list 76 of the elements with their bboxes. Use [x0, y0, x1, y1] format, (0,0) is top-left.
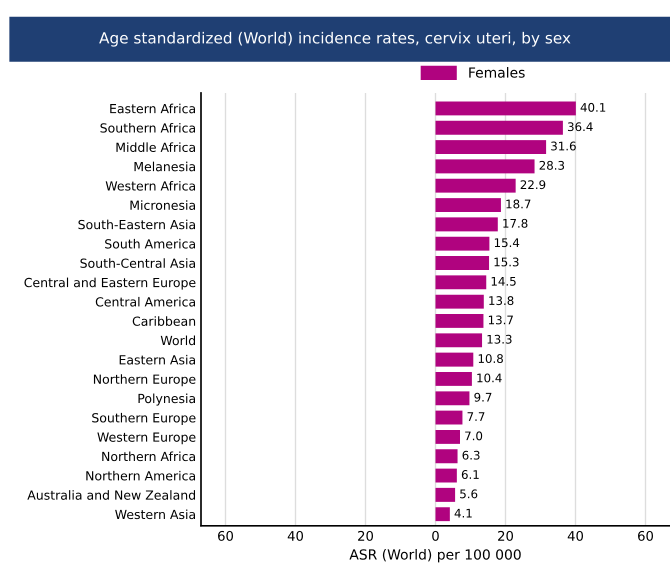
data-label: 13.8	[489, 296, 514, 306]
y-tick-label: Northern America	[86, 470, 196, 480]
y-tick-label: Western Asia	[115, 509, 196, 520]
data-label: 14.5	[492, 276, 516, 286]
y-tick-label: Western Africa	[106, 180, 196, 191]
y-tick-label: South-Central Asia	[80, 258, 196, 268]
bar	[436, 352, 474, 367]
data-label: 7.7	[468, 412, 484, 421]
data-label: 6.1	[462, 470, 479, 479]
y-tick-label: South-Eastern Asia	[78, 220, 196, 230]
y-tick-label: Western Europe	[97, 432, 196, 444]
data-label: 9.7	[474, 392, 492, 402]
y-tick-label: World	[160, 336, 195, 346]
x-tick-label: 40	[568, 530, 584, 541]
bar	[436, 468, 457, 483]
bar	[436, 333, 482, 348]
y-tick-label: Caribbean	[132, 316, 196, 326]
x-tick-label: 60	[638, 530, 654, 541]
y-tick-label: Northern Europe	[94, 374, 196, 386]
bar	[436, 372, 472, 386]
y-tick-label: Eastern Africa	[110, 104, 196, 114]
x-axis-title: ASR (World) per 100 000	[349, 548, 521, 562]
x-tick-label: 0	[432, 530, 439, 541]
bar	[436, 507, 450, 522]
data-label: 28.3	[540, 160, 564, 170]
y-tick-label: Northern Africa	[102, 451, 196, 462]
bar	[436, 217, 498, 232]
bar	[436, 256, 490, 270]
data-label: 13.7	[488, 315, 513, 324]
y-tick-label: Polynesia	[138, 394, 196, 406]
data-label: 36.4	[568, 122, 593, 132]
bar	[436, 101, 576, 116]
legend-label: Females	[469, 67, 525, 78]
y-tick-label: Micronesia	[130, 200, 196, 210]
y-tick-label: Middle Africa	[116, 142, 196, 152]
y-tick-label: Southern Europe	[92, 412, 196, 425]
data-label: 10.4	[477, 373, 502, 382]
bar	[436, 410, 462, 425]
bar	[436, 140, 546, 154]
bar	[436, 430, 460, 444]
y-tick-label: Eastern Asia	[120, 354, 196, 365]
y-tick-label: South America	[105, 238, 196, 249]
y-tick-label: Southern Africa	[100, 122, 196, 133]
data-label: 10.8	[478, 354, 503, 364]
bar	[436, 391, 470, 406]
bar	[436, 120, 563, 135]
bar	[436, 449, 458, 464]
bar	[436, 275, 486, 290]
y-tick-label: Central America	[96, 296, 196, 307]
data-label: 7.0	[465, 431, 482, 440]
data-label: 13.3	[488, 334, 512, 344]
data-label: 40.1	[580, 102, 606, 112]
x-tick-label: 20	[498, 530, 514, 541]
bar	[436, 488, 456, 502]
x-tick-label: 20	[358, 530, 374, 541]
data-label: 31.6	[551, 142, 576, 150]
bar	[436, 178, 516, 193]
bar	[436, 159, 535, 174]
y-tick-label: Central and Eastern Europe	[24, 278, 196, 290]
y-tick-label: Melanesia	[134, 162, 196, 172]
data-label: 17.8	[503, 218, 528, 228]
data-label: 15.4	[494, 238, 520, 248]
chart-title: Age standardized (World) incidence rates, cervix uteri, by sex	[99, 32, 570, 47]
data-label: 5.6	[460, 489, 478, 498]
y-tick-label: Australia and New Zealand	[27, 490, 196, 500]
bar	[436, 314, 484, 328]
data-label: 6.3	[462, 450, 480, 460]
data-label: 15.3	[494, 258, 519, 266]
data-label: 22.9	[520, 180, 546, 190]
bar	[436, 198, 501, 212]
bar	[436, 294, 484, 309]
data-label: 18.7	[506, 200, 530, 208]
bar	[436, 236, 490, 251]
data-label: 4.1	[454, 508, 472, 518]
x-tick-label: 40	[288, 530, 304, 541]
x-tick-label: 60	[218, 530, 234, 541]
